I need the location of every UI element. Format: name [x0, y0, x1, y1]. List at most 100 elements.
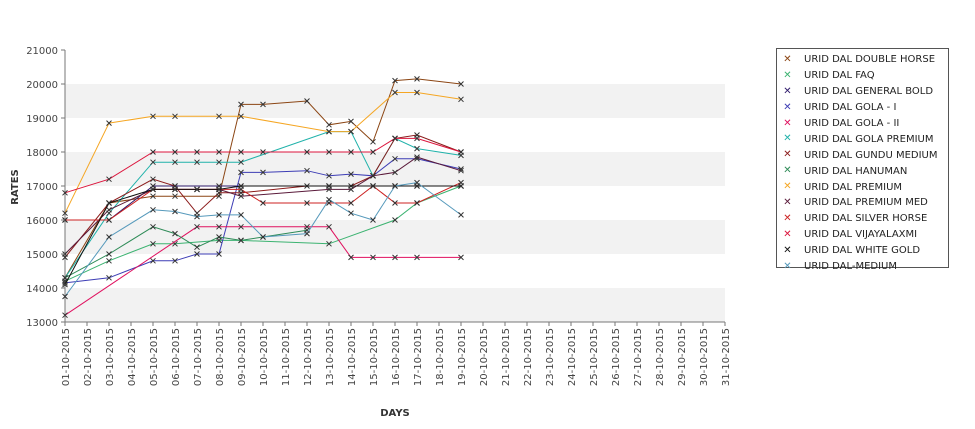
data-point [238, 183, 244, 189]
legend-item: ✕ URID DAL GUNDU MEDIUM [777, 147, 948, 163]
grid-band [65, 118, 725, 152]
data-point [260, 234, 266, 240]
data-point [194, 159, 200, 166]
legend-item: ✕ URID DAL WHITE GOLD [777, 243, 948, 259]
legend-label: URID DAL PREMIUM [804, 181, 903, 193]
series [62, 135, 464, 196]
legend-label: URID DAL SILVER HORSE [804, 213, 928, 225]
legend-marker-icon: ✕ [783, 117, 792, 129]
series-line [64, 134, 462, 258]
series-line [64, 185, 461, 285]
legend-item: ✕ URID DAL VIJAYALAXMI [777, 227, 948, 243]
data-point [348, 210, 354, 217]
x-tick-label: 27-10-2015 [633, 328, 644, 386]
x-tick-labels: 01-10-2015 02-10-2015 03-10-2015 04-10-2015… [61, 322, 732, 386]
legend-marker-icon: ✕ [783, 196, 792, 208]
x-tick-label: 23-10-2015 [545, 328, 556, 386]
data-point [392, 169, 398, 176]
data-point [304, 230, 310, 237]
data-point [106, 120, 112, 126]
grid-band [65, 254, 725, 288]
legend-label: URID DAL GOLA - I [804, 102, 897, 114]
data-point [348, 186, 354, 193]
data-point [238, 193, 244, 200]
data-point [172, 159, 178, 166]
data-point [62, 281, 68, 288]
data-point [370, 138, 376, 145]
data-point [304, 149, 310, 155]
data-point [238, 101, 244, 108]
data-point [62, 189, 68, 196]
legend-item: ✕ URID DAL FAQ [777, 68, 948, 84]
chart-legend: ✕ URID DAL DOUBLE HORSE ✕ URID DAL FAQ ✕ URID… [776, 48, 949, 272]
data-point [414, 200, 420, 206]
data-point [348, 200, 354, 206]
data-point [172, 149, 178, 155]
y-tick-labels: 13000 14000 15000 16000 17000 18000 19000 20000… [26, 46, 65, 329]
data-point [238, 159, 244, 166]
data-point [238, 237, 244, 244]
data-point [414, 145, 420, 152]
legend-label: URID DAL DOUBLE HORSE [804, 54, 936, 66]
x-tick-label: 05-10-2015 [149, 328, 160, 386]
legend-item: ✕ URID DAL DOUBLE HORSE [777, 52, 948, 68]
data-point [216, 251, 222, 257]
grid-band [65, 288, 725, 322]
data-point [216, 234, 222, 240]
data-point [216, 149, 222, 155]
y-tick-label: 18000 [26, 148, 58, 159]
data-point [194, 244, 200, 251]
grid-band [65, 152, 725, 186]
x-tick-label: 06-10-2015 [171, 328, 182, 386]
legend-marker-icon: ✕ [783, 149, 792, 161]
legend-item: ✕ URID DAL SILVER HORSE [777, 211, 948, 227]
data-point [370, 149, 376, 155]
series [62, 89, 464, 217]
legend-label: URID DAL GENERAL BOLD [804, 86, 934, 98]
legend-marker-icon: ✕ [783, 181, 792, 193]
data-point [414, 76, 420, 82]
data-point [194, 213, 200, 220]
x-tick-label: 03-10-2015 [105, 328, 116, 386]
x-tick-label: 15-10-2015 [369, 328, 380, 386]
y-axis-label: RATES [10, 169, 21, 205]
data-point [260, 169, 266, 176]
data-point [150, 223, 156, 230]
legend-item: ✕ URID DAL-MEDIUM [777, 259, 948, 275]
legend-marker-icon: ✕ [783, 228, 792, 240]
data-point [458, 96, 464, 103]
legend-item: ✕ URID DAL HANUMAN [777, 163, 948, 179]
data-point [106, 200, 112, 206]
data-point [260, 200, 266, 206]
data-point [150, 193, 156, 200]
legend-item: ✕ URID DAL GOLA - I [777, 100, 948, 116]
x-tick-label: 30-10-2015 [699, 328, 710, 386]
legend-marker-icon: ✕ [783, 260, 792, 272]
data-point [370, 217, 376, 223]
data-point [216, 223, 222, 230]
x-tick-label: 26-10-2015 [611, 328, 622, 386]
data-point [150, 149, 156, 155]
y-tick-label: 20000 [26, 80, 58, 91]
data-point [348, 171, 354, 177]
data-point [458, 149, 464, 155]
data-point [194, 223, 200, 230]
data-point [150, 257, 156, 264]
data-point [216, 186, 222, 193]
data-point [216, 212, 222, 218]
y-tick-label: 16000 [26, 216, 58, 227]
data-point [348, 254, 354, 261]
legend-label: URID DAL HANUMAN [804, 165, 908, 177]
y-tick-label: 14000 [26, 284, 58, 295]
data-point [150, 176, 156, 183]
y-tick-label: 15000 [26, 250, 58, 261]
data-point [172, 208, 178, 215]
data-point [238, 212, 244, 218]
data-point [370, 183, 376, 189]
legend-item: ✕ URID DAL GOLA - II [777, 116, 948, 132]
data-point [216, 113, 222, 120]
x-tick-label: 31-10-2015 [721, 328, 732, 386]
data-point [106, 251, 112, 257]
legend-label: URID DAL FAQ [804, 70, 875, 82]
